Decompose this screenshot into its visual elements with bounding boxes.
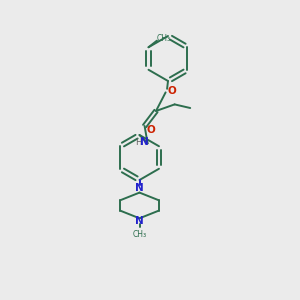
Text: H: H: [135, 138, 142, 147]
Text: CH₃: CH₃: [157, 34, 171, 43]
Text: N: N: [135, 183, 144, 193]
Text: N: N: [135, 216, 144, 226]
Text: O: O: [168, 86, 177, 96]
Text: N: N: [140, 137, 149, 147]
Text: CH₃: CH₃: [132, 230, 147, 239]
Text: O: O: [147, 124, 156, 135]
